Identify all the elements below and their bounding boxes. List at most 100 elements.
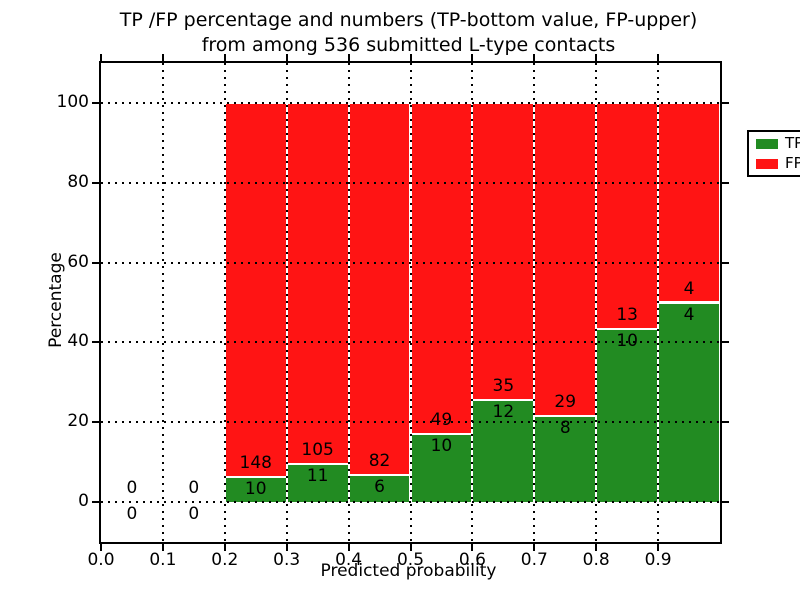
y-tick-mark-right xyxy=(722,421,729,424)
legend-label-tp: TP xyxy=(785,134,800,152)
y-tick-mark xyxy=(92,421,99,424)
x-tick-mark-top xyxy=(595,54,598,61)
fp-count-label: 105 xyxy=(301,440,334,461)
tp-count-label: 0 xyxy=(188,504,200,525)
y-tick-label: 60 xyxy=(67,251,89,272)
x-tick-mark xyxy=(409,544,412,551)
fp-count-label: 35 xyxy=(492,376,515,397)
gridline-y xyxy=(101,421,720,424)
y-tick-mark xyxy=(92,261,99,264)
y-tick-mark-right xyxy=(722,341,729,344)
x-tick-mark-top xyxy=(100,54,102,61)
y-tick-label: 80 xyxy=(67,171,89,192)
x-tick-mark xyxy=(347,544,350,551)
legend-item-fp: FP xyxy=(756,156,800,171)
fp-bar xyxy=(534,102,597,416)
fp-count-label: 49 xyxy=(430,410,453,431)
x-tick-mark xyxy=(657,544,660,551)
tp-count-label: 4 xyxy=(683,304,695,325)
gridline-y xyxy=(101,101,720,104)
y-tick-label: 20 xyxy=(67,411,89,432)
x-tick-mark xyxy=(533,544,536,551)
fp-swatch-icon xyxy=(756,158,778,169)
tp-bar xyxy=(286,464,349,503)
tp-count-label: 11 xyxy=(306,466,329,487)
legend: TP FP xyxy=(747,130,800,177)
gridline-y xyxy=(101,261,720,264)
tp-swatch-icon xyxy=(756,138,778,149)
gridline-x xyxy=(285,63,288,542)
y-tick-mark xyxy=(92,501,99,504)
gridline-x xyxy=(533,63,536,542)
y-tick-mark-right xyxy=(722,501,729,504)
x-tick-mark xyxy=(285,544,288,551)
chart-title-line1: TP /FP percentage and numbers (TP-bottom… xyxy=(119,9,698,31)
fp-count-label: 0 xyxy=(126,478,138,499)
fp-count-label: 29 xyxy=(554,391,577,412)
x-tick-label: 0.8 xyxy=(582,550,610,570)
x-tick-label: 0.6 xyxy=(458,550,486,570)
x-tick-mark-top xyxy=(533,54,536,61)
chart-title: TP /FP percentage and numbers (TP-bottom… xyxy=(99,8,718,58)
gridline-x xyxy=(595,63,598,542)
x-tick-mark-top xyxy=(161,54,164,61)
gridline-y xyxy=(101,181,720,184)
gridline-x xyxy=(223,63,226,542)
x-tick-label: 0.5 xyxy=(396,550,425,570)
fp-count-label: 0 xyxy=(188,478,200,499)
tp-count-label: 12 xyxy=(492,402,515,423)
y-tick-mark xyxy=(92,181,99,184)
x-tick-mark-top xyxy=(223,54,226,61)
fp-bar xyxy=(224,102,287,477)
x-tick-label: 0.1 xyxy=(149,550,177,570)
x-tick-mark xyxy=(223,544,226,551)
tp-bar xyxy=(224,476,287,503)
fp-bar xyxy=(658,102,720,303)
legend-label-fp: FP xyxy=(785,154,800,172)
gridline-x xyxy=(161,63,164,542)
tp-bar xyxy=(596,328,659,503)
x-tick-mark-top xyxy=(409,54,412,61)
x-tick-label: 0.0 xyxy=(87,550,115,570)
fp-count-label: 13 xyxy=(616,304,638,325)
legend-item-tp: TP xyxy=(756,136,800,151)
fp-bar xyxy=(348,102,411,475)
x-tick-label: 0.9 xyxy=(644,550,672,570)
tp-bar xyxy=(658,302,720,503)
x-tick-mark-top xyxy=(471,54,474,61)
fp-count-label: 4 xyxy=(683,278,695,299)
tp-count-label: 10 xyxy=(616,330,638,351)
x-axis-label: Predicted probability xyxy=(320,561,497,581)
y-tick-mark xyxy=(92,101,99,104)
tp-count-label: 0 xyxy=(126,504,138,525)
x-tick-mark-top xyxy=(657,54,660,61)
gridline-x xyxy=(657,63,660,542)
tp-count-label: 10 xyxy=(430,436,453,457)
fp-bar xyxy=(410,102,473,435)
fp-bar xyxy=(472,102,535,401)
y-tick-label: 0 xyxy=(78,491,89,512)
y-tick-mark-right xyxy=(722,261,729,264)
gridline-y xyxy=(101,341,720,344)
gridline-x xyxy=(347,63,350,542)
tp-bar xyxy=(472,400,535,503)
y-tick-mark xyxy=(92,341,99,344)
x-tick-mark xyxy=(595,544,598,551)
x-tick-label: 0.3 xyxy=(273,550,301,570)
x-tick-mark xyxy=(100,544,102,551)
chart-title-line2: from among 536 submitted L-type contacts xyxy=(201,34,616,56)
y-axis-label: Percentage xyxy=(46,252,66,348)
x-tick-mark-top xyxy=(347,54,350,61)
x-tick-label: 0.4 xyxy=(335,550,363,570)
x-tick-mark-top xyxy=(285,54,288,61)
y-tick-label: 40 xyxy=(67,331,89,352)
tp-count-label: 10 xyxy=(244,478,267,499)
x-tick-label: 0.7 xyxy=(520,550,548,570)
fp-bar xyxy=(286,102,349,465)
fp-count-label: 148 xyxy=(239,452,272,473)
tp-count-label: 6 xyxy=(374,476,385,497)
x-tick-mark xyxy=(161,544,164,551)
x-tick-label: 0.2 xyxy=(211,550,239,570)
gridline-y xyxy=(101,501,720,504)
